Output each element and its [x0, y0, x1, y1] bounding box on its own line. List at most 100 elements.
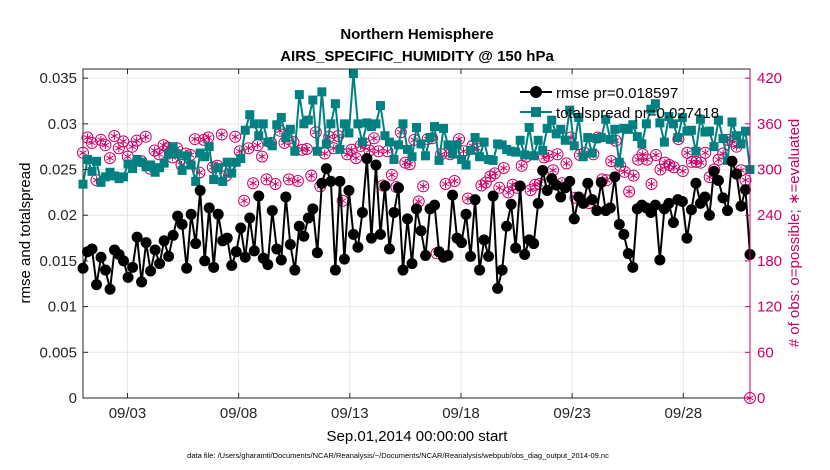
- totalspread-point: [569, 141, 579, 151]
- totalspread-point: [83, 154, 93, 164]
- totalspread-point: [357, 137, 367, 147]
- obs-evaluated-stroke: [262, 176, 271, 182]
- totalspread-point: [263, 137, 273, 147]
- rmse-point: [365, 232, 377, 244]
- obs-count-point: [488, 167, 501, 180]
- obs-evaluated-stroke: [388, 172, 396, 178]
- obs-possible-marker: [488, 167, 501, 180]
- obs-count-point: [381, 145, 394, 158]
- y2-tick-label: 420: [757, 70, 782, 87]
- rmse-point: [401, 213, 413, 225]
- obs-count-point: [269, 177, 282, 190]
- totalspread-point: [488, 155, 498, 165]
- totalspread-point: [254, 131, 264, 141]
- totalspread-point: [276, 112, 286, 122]
- rmse-point: [622, 248, 634, 260]
- rmse-point: [230, 246, 242, 258]
- obs-evaluated-stroke: [419, 183, 427, 189]
- totalspread-point: [466, 145, 476, 155]
- obs-count-point: [238, 194, 251, 207]
- totalspread-point: [727, 117, 737, 127]
- rmse-point: [627, 261, 639, 273]
- totalspread-point: [96, 177, 106, 187]
- totalspread-point: [299, 119, 309, 129]
- obs-evaluated-stroke: [276, 128, 284, 134]
- totalspread-point: [384, 137, 394, 147]
- obs-evaluated-stroke: [540, 154, 548, 160]
- totalspread-point: [272, 120, 282, 130]
- obs-evaluated-stroke: [697, 160, 705, 166]
- rmse-point: [154, 258, 166, 270]
- rmse-point: [708, 165, 720, 177]
- y-tick-label: 0.02: [48, 207, 77, 224]
- totalspread-point: [479, 137, 489, 147]
- rmse-point: [397, 264, 409, 276]
- obs-possible-marker: [417, 180, 430, 193]
- data-file-footnote: data file: /Users/gharamti/Documents/NCA…: [187, 451, 609, 460]
- rmse-point: [118, 255, 130, 267]
- rmse-point: [595, 176, 607, 188]
- obs-count-point: [627, 169, 640, 182]
- totalspread-point: [281, 133, 291, 143]
- obs-count-point: [694, 156, 707, 169]
- obs-evaluated-stroke: [741, 177, 750, 183]
- obs-evaluated-stroke: [652, 152, 660, 158]
- rmse-point: [582, 177, 594, 189]
- rmse-point: [244, 212, 256, 224]
- obs-possible-marker: [479, 176, 492, 189]
- obs-count-point: [645, 177, 658, 190]
- rmse-point: [370, 159, 382, 171]
- rmse-point: [176, 218, 188, 230]
- totalspread-point: [596, 133, 606, 143]
- rmse-point: [343, 185, 355, 197]
- obs-count-point: [215, 128, 228, 141]
- totalspread-point: [677, 112, 687, 122]
- totalspread-point: [601, 114, 611, 124]
- obs-evaluated-stroke: [191, 136, 199, 142]
- rmse-point: [649, 199, 661, 211]
- rmse-point: [685, 204, 697, 216]
- obs-possible-marker: [560, 157, 573, 170]
- totalspread-point: [736, 139, 746, 149]
- obs-possible-marker: [188, 133, 201, 146]
- totalspread-point: [470, 133, 480, 143]
- obs-evaluated-stroke: [97, 137, 105, 143]
- obs-evaluated-stroke: [244, 145, 253, 151]
- rmse-point: [347, 228, 359, 240]
- obs-possible-marker: [215, 128, 228, 141]
- obs-evaluated-stroke: [155, 151, 163, 157]
- rmse-point: [100, 264, 112, 276]
- rmse-point: [681, 232, 693, 244]
- obs-evaluated-stroke: [544, 153, 553, 159]
- rmse-point: [483, 250, 495, 262]
- obs-evaluated-stroke: [141, 134, 150, 140]
- totalspread-point: [227, 168, 237, 178]
- totalspread-point: [659, 137, 669, 147]
- obs-evaluated-stroke: [343, 151, 351, 157]
- obs-possible-marker: [694, 156, 707, 169]
- rmse-point: [122, 271, 134, 283]
- totalspread-point: [632, 132, 642, 142]
- rmse-point: [676, 196, 688, 208]
- totalspread-point: [348, 69, 358, 79]
- obs-possible-marker: [99, 139, 112, 152]
- totalspread-point: [407, 152, 417, 162]
- obs-evaluated-stroke: [701, 150, 709, 156]
- obs-evaluated-stroke: [307, 173, 316, 179]
- obs-evaluated-stroke: [83, 135, 92, 140]
- y-axis-label: rmse and totalspread: [17, 163, 34, 304]
- obs-count-point: [188, 133, 201, 146]
- rmse-point: [361, 153, 373, 165]
- obs-count-point: [300, 142, 313, 155]
- rmse-point: [478, 234, 490, 246]
- totalspread-point: [511, 147, 521, 157]
- obs-possible-marker: [300, 142, 313, 155]
- rmse-point: [519, 249, 531, 261]
- obs-evaluated-stroke: [249, 180, 257, 186]
- totalspread-point: [610, 124, 620, 134]
- rmse-point: [221, 232, 233, 244]
- totalspread-point: [439, 123, 449, 133]
- totalspread-point: [538, 145, 548, 155]
- legend-totalspread-label: totalspread pr=0.027418: [556, 105, 719, 122]
- totalspread-point: [380, 131, 390, 141]
